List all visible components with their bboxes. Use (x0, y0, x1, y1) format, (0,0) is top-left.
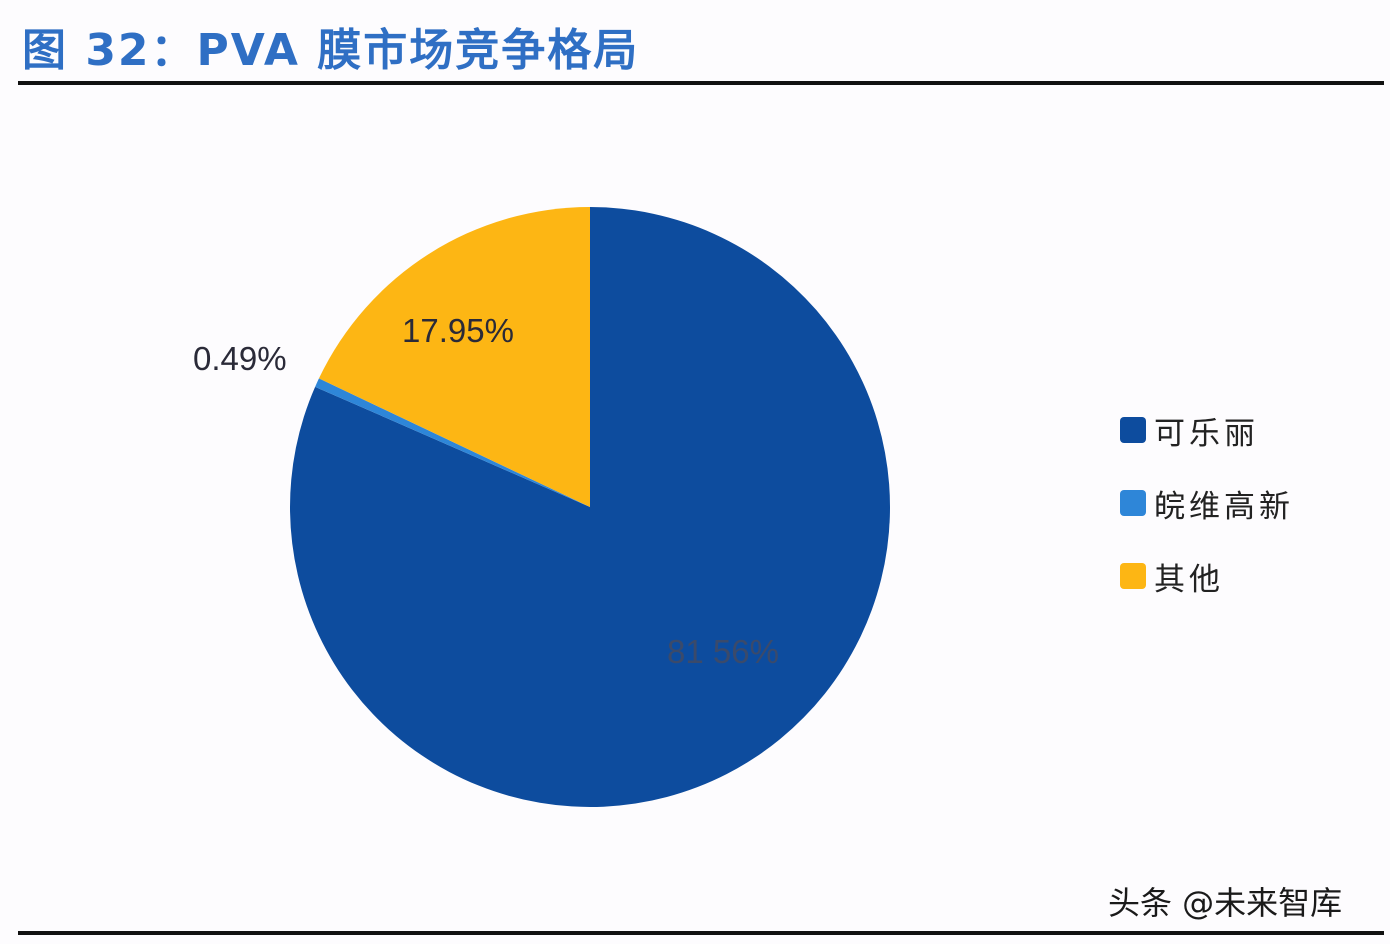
legend-label: 其他 (1154, 561, 1224, 598)
slice-label-wanwei: 0.49% (193, 340, 287, 377)
legend-item-kuraray: 可乐丽 (1120, 412, 1294, 452)
slice-label-kuraray: 81 56% (667, 633, 779, 670)
pie-slice-1 (315, 378, 590, 507)
pie-slice-2 (318, 207, 590, 507)
legend: 可乐丽 皖维高新 其他 (1120, 412, 1294, 631)
legend-label: 皖维高新 (1154, 488, 1294, 525)
legend-swatch (1120, 417, 1146, 443)
slice-label-other: 17.95% (402, 312, 514, 349)
legend-swatch (1120, 563, 1146, 589)
legend-item-wanwei: 皖维高新 (1120, 485, 1294, 525)
legend-swatch (1120, 490, 1146, 516)
pie-slice-0 (290, 207, 890, 808)
figure-title: 图 32：PVA 膜市场竞争格局 (22, 25, 640, 76)
top-rule (18, 81, 1384, 85)
legend-item-other: 其他 (1120, 558, 1294, 598)
watermark: 头条 @未来智库 (1108, 884, 1343, 922)
bottom-rule (18, 931, 1384, 935)
legend-label: 可乐丽 (1154, 415, 1259, 452)
